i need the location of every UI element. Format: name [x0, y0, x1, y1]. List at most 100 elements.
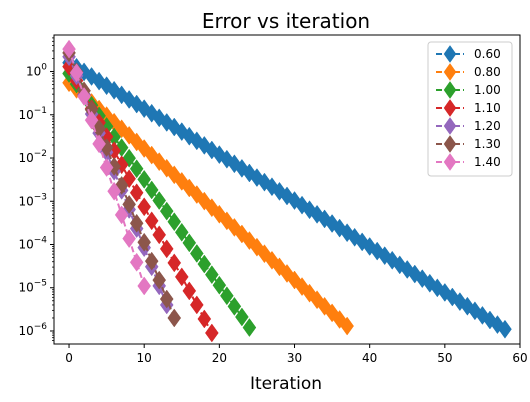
data-point: [257, 172, 272, 192]
data-point: [310, 290, 324, 310]
data-point: [189, 244, 204, 263]
legend-marker: [443, 117, 457, 135]
y-tick-label: 10−3: [18, 192, 47, 208]
x-tick-label: 50: [437, 351, 452, 365]
data-point: [62, 39, 76, 59]
data-point: [129, 183, 144, 203]
y-tick-label: 10−6: [18, 322, 47, 338]
plot-frame: [53, 34, 521, 345]
y-tick-label: 10−2: [18, 149, 47, 165]
data-point: [227, 296, 242, 316]
data-point: [114, 205, 129, 225]
data-point: [84, 110, 99, 130]
data-point: [92, 71, 106, 91]
series-1.40: [62, 39, 152, 296]
series-layer: [62, 39, 512, 343]
legend-marker: [443, 81, 457, 99]
data-point: [310, 204, 324, 224]
data-point: [167, 212, 182, 232]
series-1.00: [62, 64, 257, 337]
legend-label: 1.20: [474, 119, 501, 133]
data-point: [77, 87, 91, 106]
data-point: [212, 145, 227, 165]
legend-item: 1.30: [436, 135, 501, 153]
data-point: [144, 180, 159, 200]
data-point: [152, 152, 167, 172]
data-point: [152, 270, 167, 290]
data-point: [129, 213, 144, 233]
data-point: [144, 103, 159, 123]
data-point: [174, 122, 189, 142]
data-point: [317, 296, 332, 316]
data-point: [325, 303, 339, 323]
data-point: [167, 165, 182, 185]
data-point: [220, 286, 234, 306]
data-point: [317, 209, 332, 229]
y-axis: 100 10−1 10−2 10−3 10−4 10−5 10−6: [18, 37, 54, 341]
data-point: [137, 197, 152, 217]
data-point: [144, 251, 159, 271]
data-point: [370, 241, 385, 261]
x-tick-label: 60: [512, 351, 527, 365]
x-axis-label: Iteration: [250, 374, 322, 394]
data-point: [498, 319, 512, 339]
legend-label: 1.30: [474, 137, 501, 151]
data-point: [197, 135, 212, 155]
data-point: [257, 244, 272, 264]
legend-label: 0.80: [474, 65, 501, 79]
data-point: [167, 253, 182, 273]
data-point: [205, 323, 219, 343]
data-point: [137, 99, 152, 119]
data-point: [490, 315, 505, 335]
data-point: [332, 218, 347, 238]
data-point: [144, 145, 159, 165]
data-point: [122, 169, 136, 189]
legend-item: 0.80: [436, 63, 501, 81]
data-point: [235, 307, 249, 327]
data-point: [445, 287, 460, 307]
x-tick-label: 40: [362, 351, 377, 365]
data-point: [92, 134, 106, 154]
data-point: [205, 140, 219, 160]
data-point: [197, 309, 212, 329]
data-point: [212, 204, 227, 224]
data-point: [182, 233, 197, 253]
data-point: [377, 246, 392, 266]
legend-marker: [443, 99, 457, 117]
x-tick-label: 30: [287, 351, 302, 365]
data-point: [227, 154, 242, 174]
data-point: [152, 225, 167, 245]
data-point: [137, 139, 152, 158]
data-point: [159, 289, 174, 309]
legend-label: 1.10: [474, 101, 501, 115]
legend-marker: [443, 153, 457, 171]
data-point: [144, 211, 159, 231]
data-point: [182, 281, 197, 301]
data-point: [197, 254, 212, 274]
data-point: [159, 113, 174, 132]
data-point: [438, 283, 452, 302]
legend-item: 1.40: [436, 153, 501, 171]
x-tick-label: 0: [65, 351, 73, 365]
data-point: [189, 295, 204, 315]
data-point: [205, 265, 219, 285]
data-point: [159, 239, 174, 259]
data-point: [107, 181, 121, 201]
series-0.60: [62, 53, 512, 339]
y-tick-label: 10−4: [18, 236, 47, 252]
data-point: [340, 316, 354, 336]
x-axis: 0 10 20 30 40 50 60: [65, 344, 528, 365]
legend-marker: [443, 63, 457, 81]
data-point: [430, 278, 445, 298]
data-point: [137, 276, 152, 296]
data-point: [137, 232, 152, 252]
data-point: [280, 186, 294, 206]
legend: 0.60 0.80 1.00 1.10 1.20 1.30 1.40: [427, 41, 513, 177]
data-point: [122, 229, 136, 249]
data-point: [212, 275, 227, 295]
y-tick-label: 10−1: [18, 106, 47, 122]
plot-area: [62, 39, 512, 343]
legend-marker: [443, 45, 457, 63]
chart-title: Error vs iteration: [202, 9, 370, 33]
data-point: [129, 159, 144, 179]
